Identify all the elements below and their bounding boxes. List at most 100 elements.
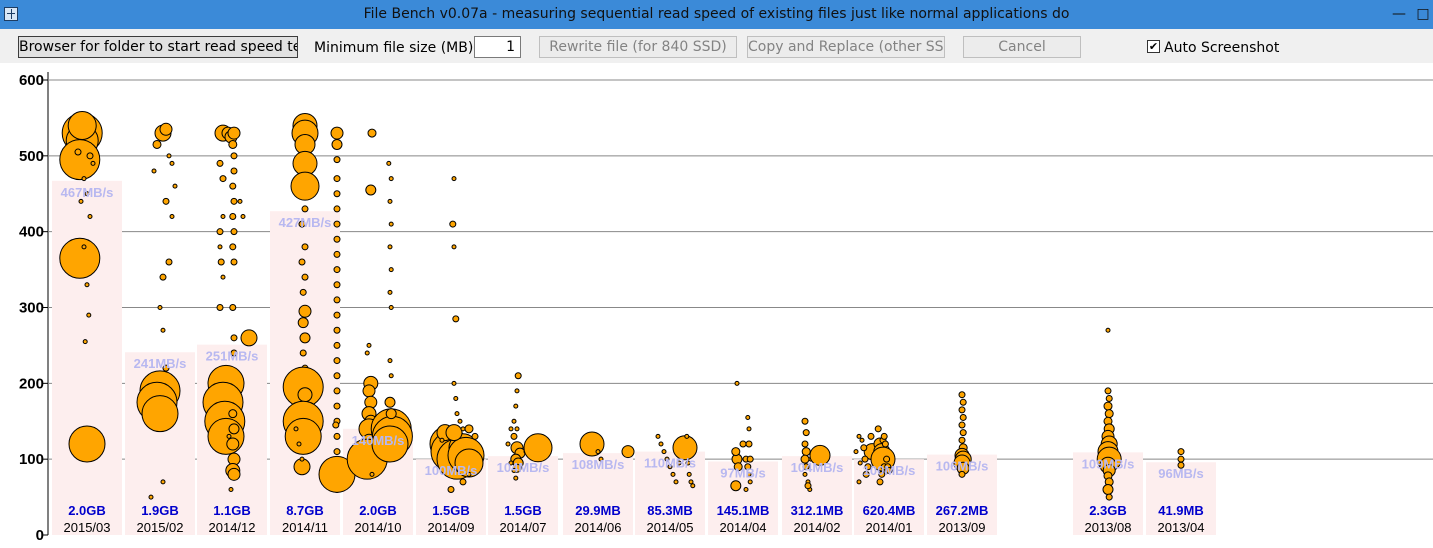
speed-point <box>686 471 692 477</box>
y-tick-label: 600 <box>19 72 44 89</box>
auto-screenshot-checkbox[interactable]: ✔ <box>1147 40 1160 53</box>
column-size-label: 312.1MB <box>791 503 844 518</box>
speed-point <box>451 176 457 182</box>
speed-point <box>59 237 101 279</box>
speed-point <box>290 171 320 201</box>
cancel-button[interactable]: Cancel <box>963 36 1081 58</box>
speed-point <box>229 243 237 251</box>
column-size-label: 1.1GB <box>213 503 251 518</box>
speed-point <box>730 480 742 492</box>
speed-point <box>333 235 341 243</box>
speed-point <box>220 214 226 219</box>
min-file-size-input[interactable]: 1 <box>474 36 521 58</box>
speed-point <box>439 437 445 443</box>
speed-point <box>801 417 809 425</box>
speed-point <box>959 429 967 437</box>
speed-point <box>165 258 173 266</box>
column-speed-label: 106MB/s <box>936 459 989 474</box>
column-date-label: 2015/03 <box>64 520 111 535</box>
column-size-label: 267.2MB <box>936 503 989 518</box>
speed-point <box>451 244 457 250</box>
speed-point <box>84 191 90 197</box>
speed-point <box>801 447 811 457</box>
y-tick-label: 100 <box>19 451 44 468</box>
speed-point <box>157 305 163 310</box>
y-tick-label: 400 <box>19 224 44 241</box>
speed-point <box>802 471 808 477</box>
speed-point <box>655 433 661 439</box>
speed-point <box>864 463 872 471</box>
speed-point <box>331 138 343 150</box>
column-date-label: 2015/02 <box>137 520 184 535</box>
speed-point <box>1105 493 1113 501</box>
speed-point <box>685 460 691 466</box>
speed-point <box>333 220 341 228</box>
speed-point <box>505 441 511 447</box>
speed-point <box>333 448 341 456</box>
speed-point <box>514 426 520 432</box>
chart-svg: 0 100 200 300 400 500 600 467MB/s 2.0GB 2015/03 2… <box>19 72 1433 544</box>
column-size-label: 2.0GB <box>359 503 397 518</box>
column-speed-label: 104MB/s <box>791 460 844 475</box>
speed-point <box>457 418 463 424</box>
speed-point <box>333 387 341 395</box>
speed-point <box>859 437 865 443</box>
speed-point <box>460 426 466 432</box>
speed-point <box>230 258 238 266</box>
column-date-label: 2014/02 <box>794 520 841 535</box>
speed-point <box>333 175 341 183</box>
speed-point <box>228 409 238 419</box>
speed-point <box>240 329 258 347</box>
column-labels: 467MB/s 2.0GB 2015/03 241MB/s 1.9GB 2015/02 25… <box>61 185 1205 535</box>
speed-point <box>1177 448 1185 456</box>
column-speed-label: 96MB/s <box>1158 466 1204 481</box>
column-speed-label: 97MB/s <box>720 465 766 480</box>
speed-point <box>747 479 753 485</box>
maximize-button[interactable]: □ <box>1416 6 1430 22</box>
speed-point <box>333 372 341 380</box>
speed-point <box>445 424 463 442</box>
app-icon[interactable] <box>4 7 18 21</box>
y-tick-label: 200 <box>19 375 44 392</box>
browse-folder-button[interactable]: Browser for folder to start read speed t… <box>18 36 298 58</box>
speed-point <box>667 464 673 470</box>
speed-point <box>664 456 670 462</box>
column-backgrounds <box>52 180 1216 536</box>
speed-point <box>159 122 173 136</box>
speed-point <box>229 213 237 220</box>
speed-point <box>523 433 553 463</box>
speed-point <box>1103 401 1113 411</box>
column-size-label: 1.5GB <box>504 503 542 518</box>
speed-point <box>230 167 238 175</box>
column-speed-label: 427MB/s <box>279 215 332 230</box>
y-tick-label: 0 <box>36 527 44 544</box>
speed-point <box>801 440 809 448</box>
copy-replace-button[interactable]: Copy and Replace (other SSD) <box>747 36 945 58</box>
column-size-label: 29.9MB <box>575 503 621 518</box>
column-date-label: 2013/09 <box>939 520 986 535</box>
speed-point <box>454 411 460 417</box>
speed-point <box>386 160 392 166</box>
column-size-label: 1.5GB <box>432 503 470 518</box>
column-size-label: 2.3GB <box>1089 503 1127 518</box>
data-points <box>59 111 1185 501</box>
speed-point <box>809 444 831 466</box>
speed-point <box>385 408 397 420</box>
speed-point <box>453 396 459 401</box>
window-title: File Bench v0.07a - measuring sequential… <box>363 6 1070 22</box>
speed-point <box>684 433 690 439</box>
column-avg-bar <box>52 180 122 535</box>
rewrite-file-button[interactable]: Rewrite file (for 840 SSD) <box>539 36 737 58</box>
column-size-label: 145.1MB <box>717 503 770 518</box>
minimize-button[interactable]: — <box>1392 6 1406 22</box>
speed-point <box>87 214 93 219</box>
speed-point <box>466 471 472 477</box>
speed-point <box>293 426 299 432</box>
speed-point <box>332 421 340 429</box>
speed-point <box>228 139 238 149</box>
speed-point <box>333 326 341 334</box>
speed-point <box>160 479 166 485</box>
column-speed-label: 100MB/s <box>863 463 916 478</box>
speed-point <box>508 460 514 466</box>
column-date-label: 2013/04 <box>1158 520 1205 535</box>
